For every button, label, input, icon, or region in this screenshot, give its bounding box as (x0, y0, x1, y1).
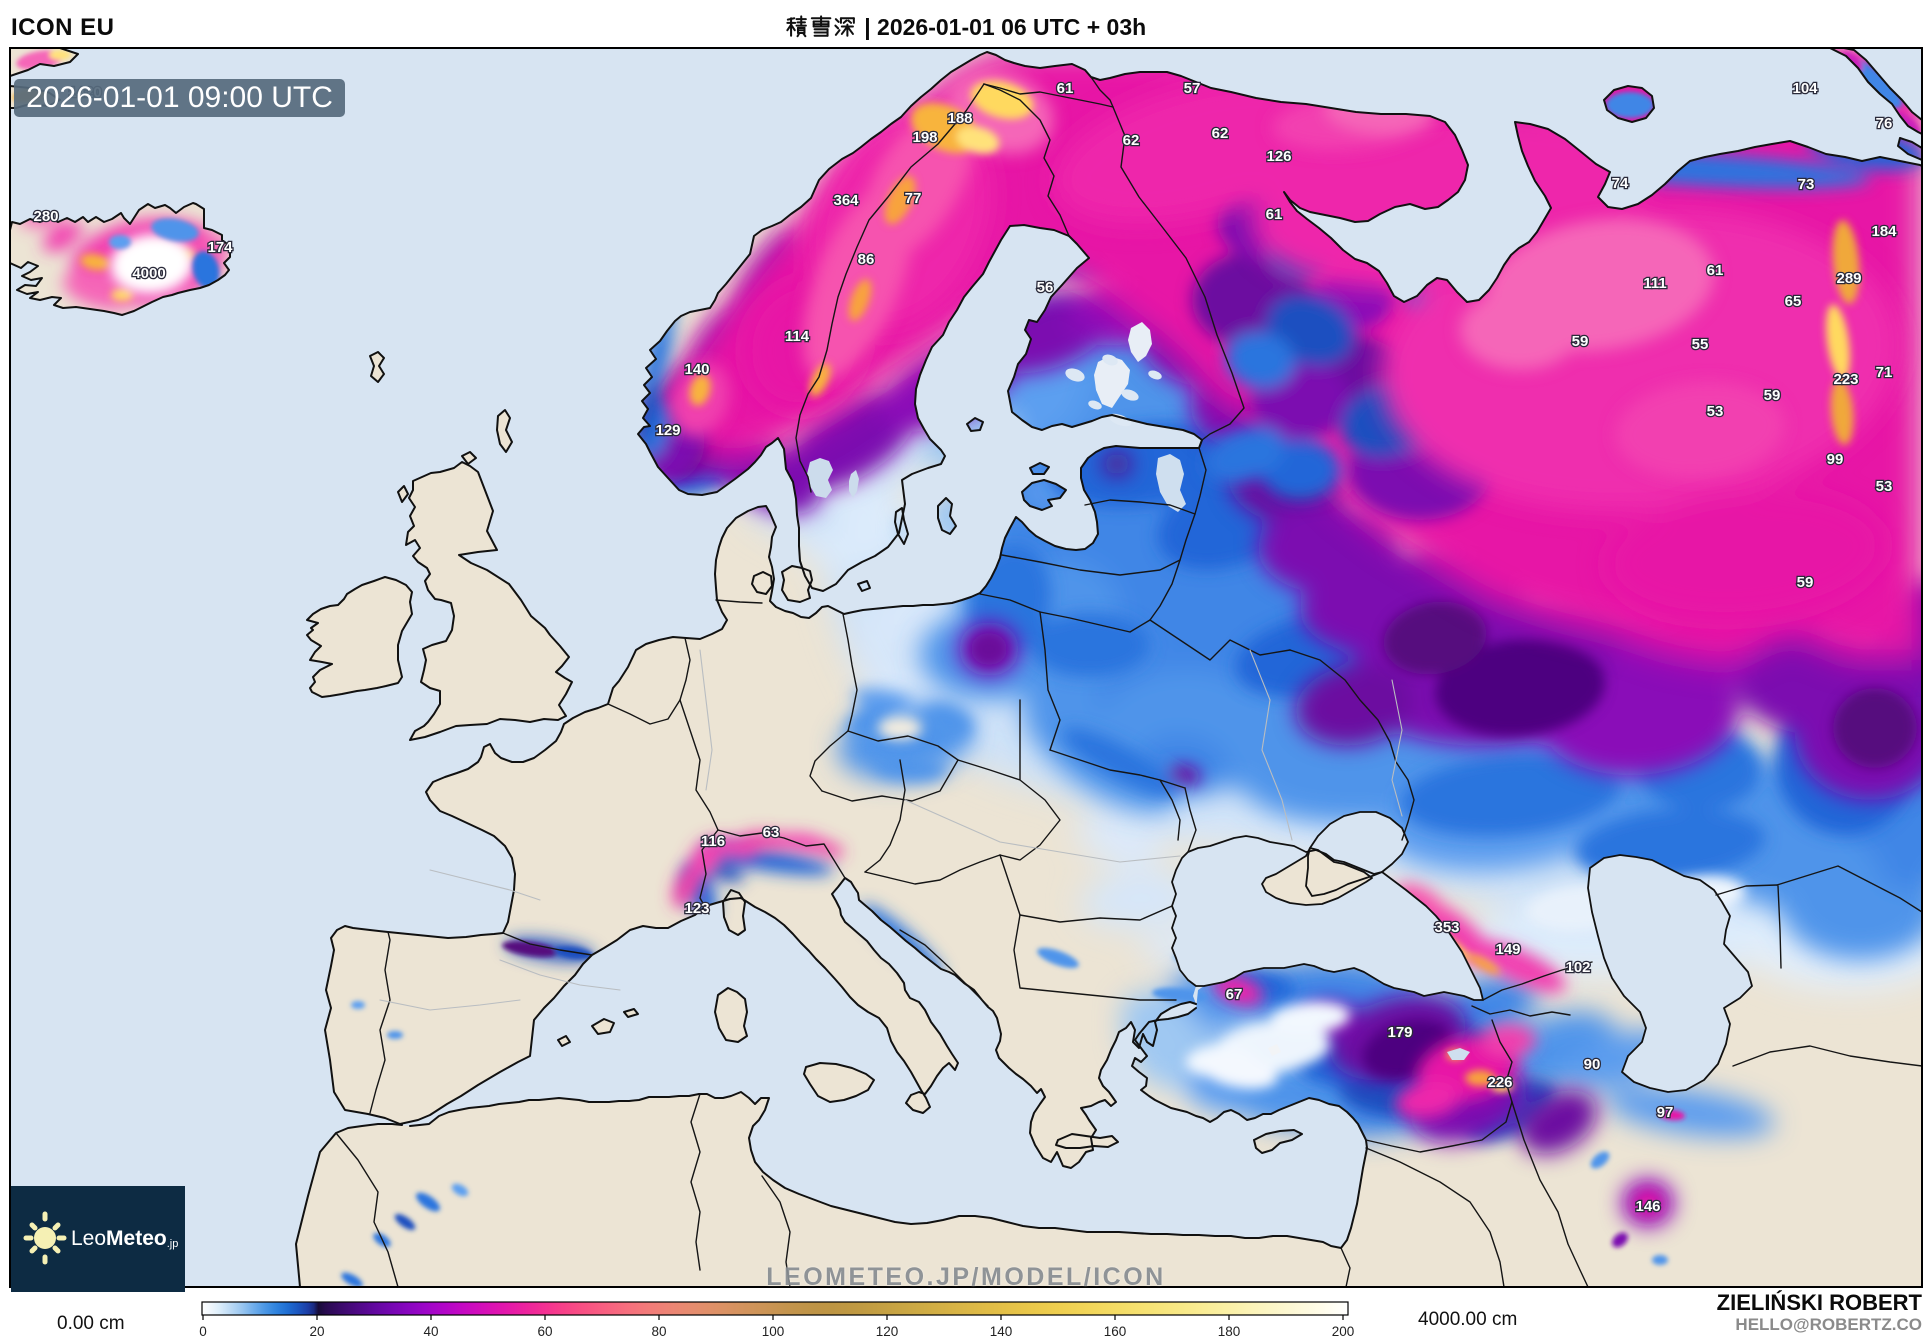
svg-text:59: 59 (1764, 387, 1781, 404)
svg-text:180: 180 (1218, 1324, 1241, 1338)
svg-text:86: 86 (858, 251, 875, 268)
svg-text:126: 126 (1266, 148, 1291, 165)
svg-text:74: 74 (1612, 175, 1629, 192)
svg-text:20: 20 (309, 1324, 324, 1338)
svg-text:4000: 4000 (132, 265, 165, 282)
svg-text:140: 140 (990, 1324, 1013, 1338)
svg-text:55: 55 (1692, 336, 1709, 353)
svg-text:104: 104 (1792, 80, 1818, 97)
svg-text:61: 61 (1707, 262, 1724, 279)
svg-text:60: 60 (537, 1324, 552, 1338)
svg-text:71: 71 (1876, 364, 1893, 381)
svg-text:116: 116 (701, 833, 725, 850)
svg-text:100: 100 (762, 1324, 785, 1338)
svg-text:40: 40 (423, 1324, 438, 1338)
svg-text:120: 120 (876, 1324, 899, 1338)
svg-text:364: 364 (833, 192, 859, 209)
svg-text:0: 0 (199, 1324, 207, 1338)
svg-text:80: 80 (651, 1324, 666, 1338)
svg-text:59: 59 (1797, 574, 1814, 591)
svg-text:174: 174 (207, 239, 233, 256)
svg-text:65: 65 (1785, 293, 1802, 310)
svg-text:223: 223 (1833, 371, 1858, 388)
svg-text:200: 200 (1332, 1324, 1355, 1338)
svg-text:188: 188 (947, 110, 972, 127)
svg-text:97: 97 (1657, 1104, 1674, 1121)
svg-text:62: 62 (1123, 132, 1140, 149)
svg-text:289: 289 (1836, 270, 1861, 287)
svg-text:160: 160 (1104, 1324, 1127, 1338)
svg-text:198: 198 (912, 129, 937, 146)
svg-text:73: 73 (1798, 176, 1815, 193)
svg-text:102: 102 (1565, 959, 1590, 976)
svg-text:111: 111 (1643, 275, 1666, 292)
svg-text:149: 149 (1495, 941, 1520, 958)
svg-text:179: 179 (1387, 1024, 1412, 1041)
svg-text:140: 140 (684, 361, 709, 378)
svg-text:59: 59 (1572, 333, 1589, 350)
svg-text:67: 67 (1226, 986, 1243, 1003)
svg-text:LeoMeteo.jp: LeoMeteo.jp (71, 1227, 178, 1250)
svg-text:280: 280 (33, 208, 58, 225)
svg-text:226: 226 (1487, 1074, 1512, 1091)
svg-text:99: 99 (1827, 451, 1844, 468)
svg-text:129: 129 (655, 422, 680, 439)
svg-text:123: 123 (684, 900, 709, 917)
svg-text:53: 53 (1707, 403, 1724, 420)
svg-text:353: 353 (1434, 919, 1459, 936)
svg-text:57: 57 (1184, 80, 1201, 97)
svg-text:61: 61 (1266, 206, 1283, 223)
svg-text:61: 61 (1057, 80, 1074, 97)
svg-text:77: 77 (905, 190, 922, 207)
svg-text:146: 146 (1635, 1198, 1660, 1215)
svg-text:63: 63 (763, 824, 780, 841)
svg-text:62: 62 (1212, 125, 1229, 142)
svg-text:184: 184 (1871, 223, 1897, 240)
svg-text:53: 53 (1876, 478, 1893, 495)
svg-text:76: 76 (1876, 115, 1893, 132)
svg-text:114: 114 (785, 328, 810, 345)
svg-text:56: 56 (1037, 279, 1054, 296)
svg-text:90: 90 (1584, 1056, 1601, 1073)
